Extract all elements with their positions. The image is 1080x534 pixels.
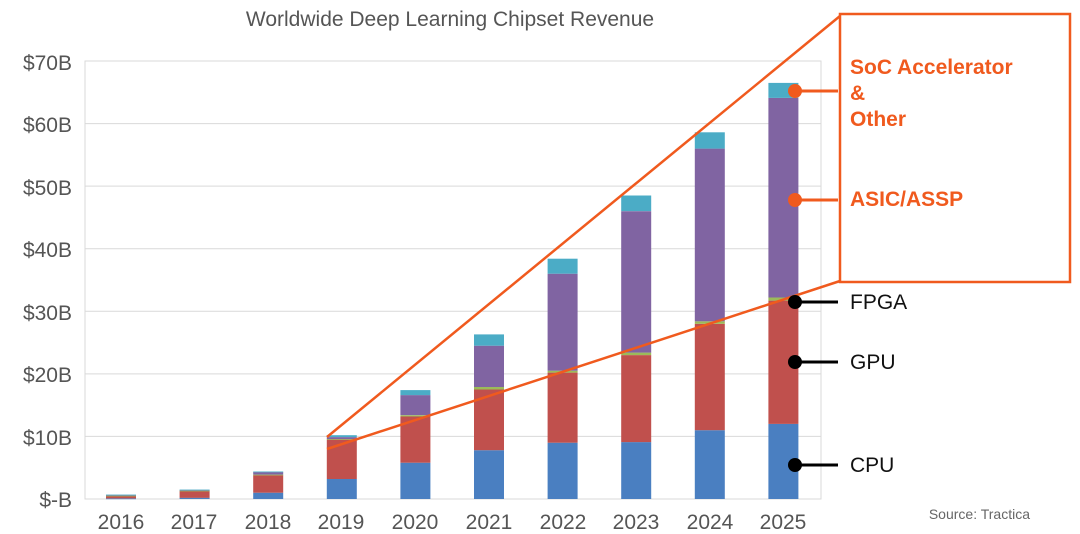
y-tick-label: $30B [23, 302, 72, 325]
x-tick-label: 2019 [318, 511, 365, 534]
x-tick-label: 2016 [98, 511, 145, 534]
bar-segment-fpga-2016 [106, 495, 136, 497]
x-tick-label: 2023 [613, 511, 660, 534]
bar-segment-soc-accelerator-other-2023 [621, 195, 652, 212]
callout-lower-line [326, 279, 841, 451]
bar-segment-cpu-2016 [106, 498, 136, 500]
x-tick-label: 2022 [540, 511, 587, 534]
x-tick-label: 2020 [392, 511, 439, 534]
bar-segment-soc-accelerator-other-2024 [694, 132, 725, 149]
y-tick-label: $70B [23, 52, 72, 75]
bar-segment-soc-accelerator-other-2016 [106, 494, 136, 496]
x-tick-label: 2024 [687, 511, 734, 534]
x-tick-label: 2025 [760, 511, 807, 534]
bar-segment-cpu-2022 [547, 442, 578, 499]
legend-label-fpga: FPGA [850, 291, 907, 314]
bar-segment-gpu-2017 [179, 490, 210, 498]
bar-segment-gpu-2023 [621, 355, 652, 443]
bar-segment-cpu-2023 [621, 442, 652, 499]
bar-segment-soc-accelerator-other-2017 [179, 489, 210, 491]
y-tick-label: $-B [39, 489, 72, 512]
bar-segment-fpga-2023 [621, 352, 652, 356]
bar-segment-cpu-2017 [179, 497, 210, 499]
bar-segment-gpu-2022 [547, 372, 578, 443]
legend-marker-soc [788, 84, 802, 98]
bar-segment-asic-assp-2020 [400, 395, 431, 416]
legend-label-gpu: GPU [850, 351, 896, 374]
legend-label-soc-line1: SoC Accelerator [850, 56, 1013, 79]
bar-segment-cpu-2021 [474, 450, 504, 499]
bar-segment-asic-assp-2019 [326, 437, 357, 439]
bar-segment-cpu-2024 [694, 430, 725, 499]
x-axis: 2016 2017 2018 2019 2020 2021 2022 2023 … [98, 511, 807, 534]
bar-segment-gpu-2016 [106, 495, 136, 499]
legend-marker-gpu [788, 355, 802, 369]
bar-segment-cpu-2019 [326, 479, 357, 499]
bar-segment-asic-assp-2024 [694, 148, 725, 322]
bar-segment-soc-accelerator-other-2018 [253, 471, 284, 473]
x-tick-label: 2018 [245, 511, 292, 534]
legend-label-soc-line3: Other [850, 108, 906, 131]
bar-segment-gpu-2024 [694, 323, 725, 431]
bar-segment-asic-assp-2021 [474, 345, 504, 387]
y-tick-label: $40B [23, 239, 72, 262]
y-axis: $-B $10B $20B $30B $40B $50B $60B $70B [23, 52, 72, 512]
x-tick-label: 2017 [171, 511, 218, 534]
y-tick-label: $20B [23, 364, 72, 387]
legend-label-soc-line2: & [850, 82, 865, 105]
source-note: Source: Tractica [929, 506, 1030, 522]
bar-segment-fpga-2017 [179, 490, 210, 492]
bar-segment-fpga-2020 [400, 415, 431, 417]
callout-upper-line [326, 15, 841, 438]
bar-segment-cpu-2020 [400, 462, 431, 499]
y-tick-label: $60B [23, 114, 72, 137]
legend-marker-asic [788, 193, 802, 207]
bar-segment-soc-accelerator-other-2019 [326, 435, 357, 438]
bar-segment-soc-accelerator-other-2021 [474, 334, 504, 346]
legend-label-cpu: CPU [850, 454, 894, 477]
bar-segment-fpga-2018 [253, 474, 284, 476]
y-tick-label: $50B [23, 177, 72, 200]
chart-title: Worldwide Deep Learning Chipset Revenue [246, 8, 654, 31]
bar-segment-cpu-2018 [253, 492, 284, 499]
legend-marker-fpga [788, 295, 802, 309]
x-tick-label: 2021 [466, 511, 513, 534]
legend-marker-cpu [788, 458, 802, 472]
bars [106, 82, 799, 500]
bar-segment-fpga-2021 [474, 387, 504, 390]
bar-segment-asic-assp-2023 [621, 211, 652, 353]
bar-segment-asic-assp-2022 [547, 273, 578, 371]
callout-box [838, 12, 1072, 284]
bar-segment-gpu-2019 [326, 439, 357, 479]
bar-segment-gpu-2018 [253, 475, 284, 493]
y-tick-label: $10B [23, 427, 72, 450]
bar-segment-asic-assp-2018 [253, 472, 284, 475]
bar-segment-soc-accelerator-other-2022 [547, 258, 578, 274]
bar-segment-fpga-2019 [326, 438, 357, 440]
legend-label-asic: ASIC/ASSP [850, 188, 963, 211]
bar-segment-soc-accelerator-other-2020 [400, 390, 431, 396]
